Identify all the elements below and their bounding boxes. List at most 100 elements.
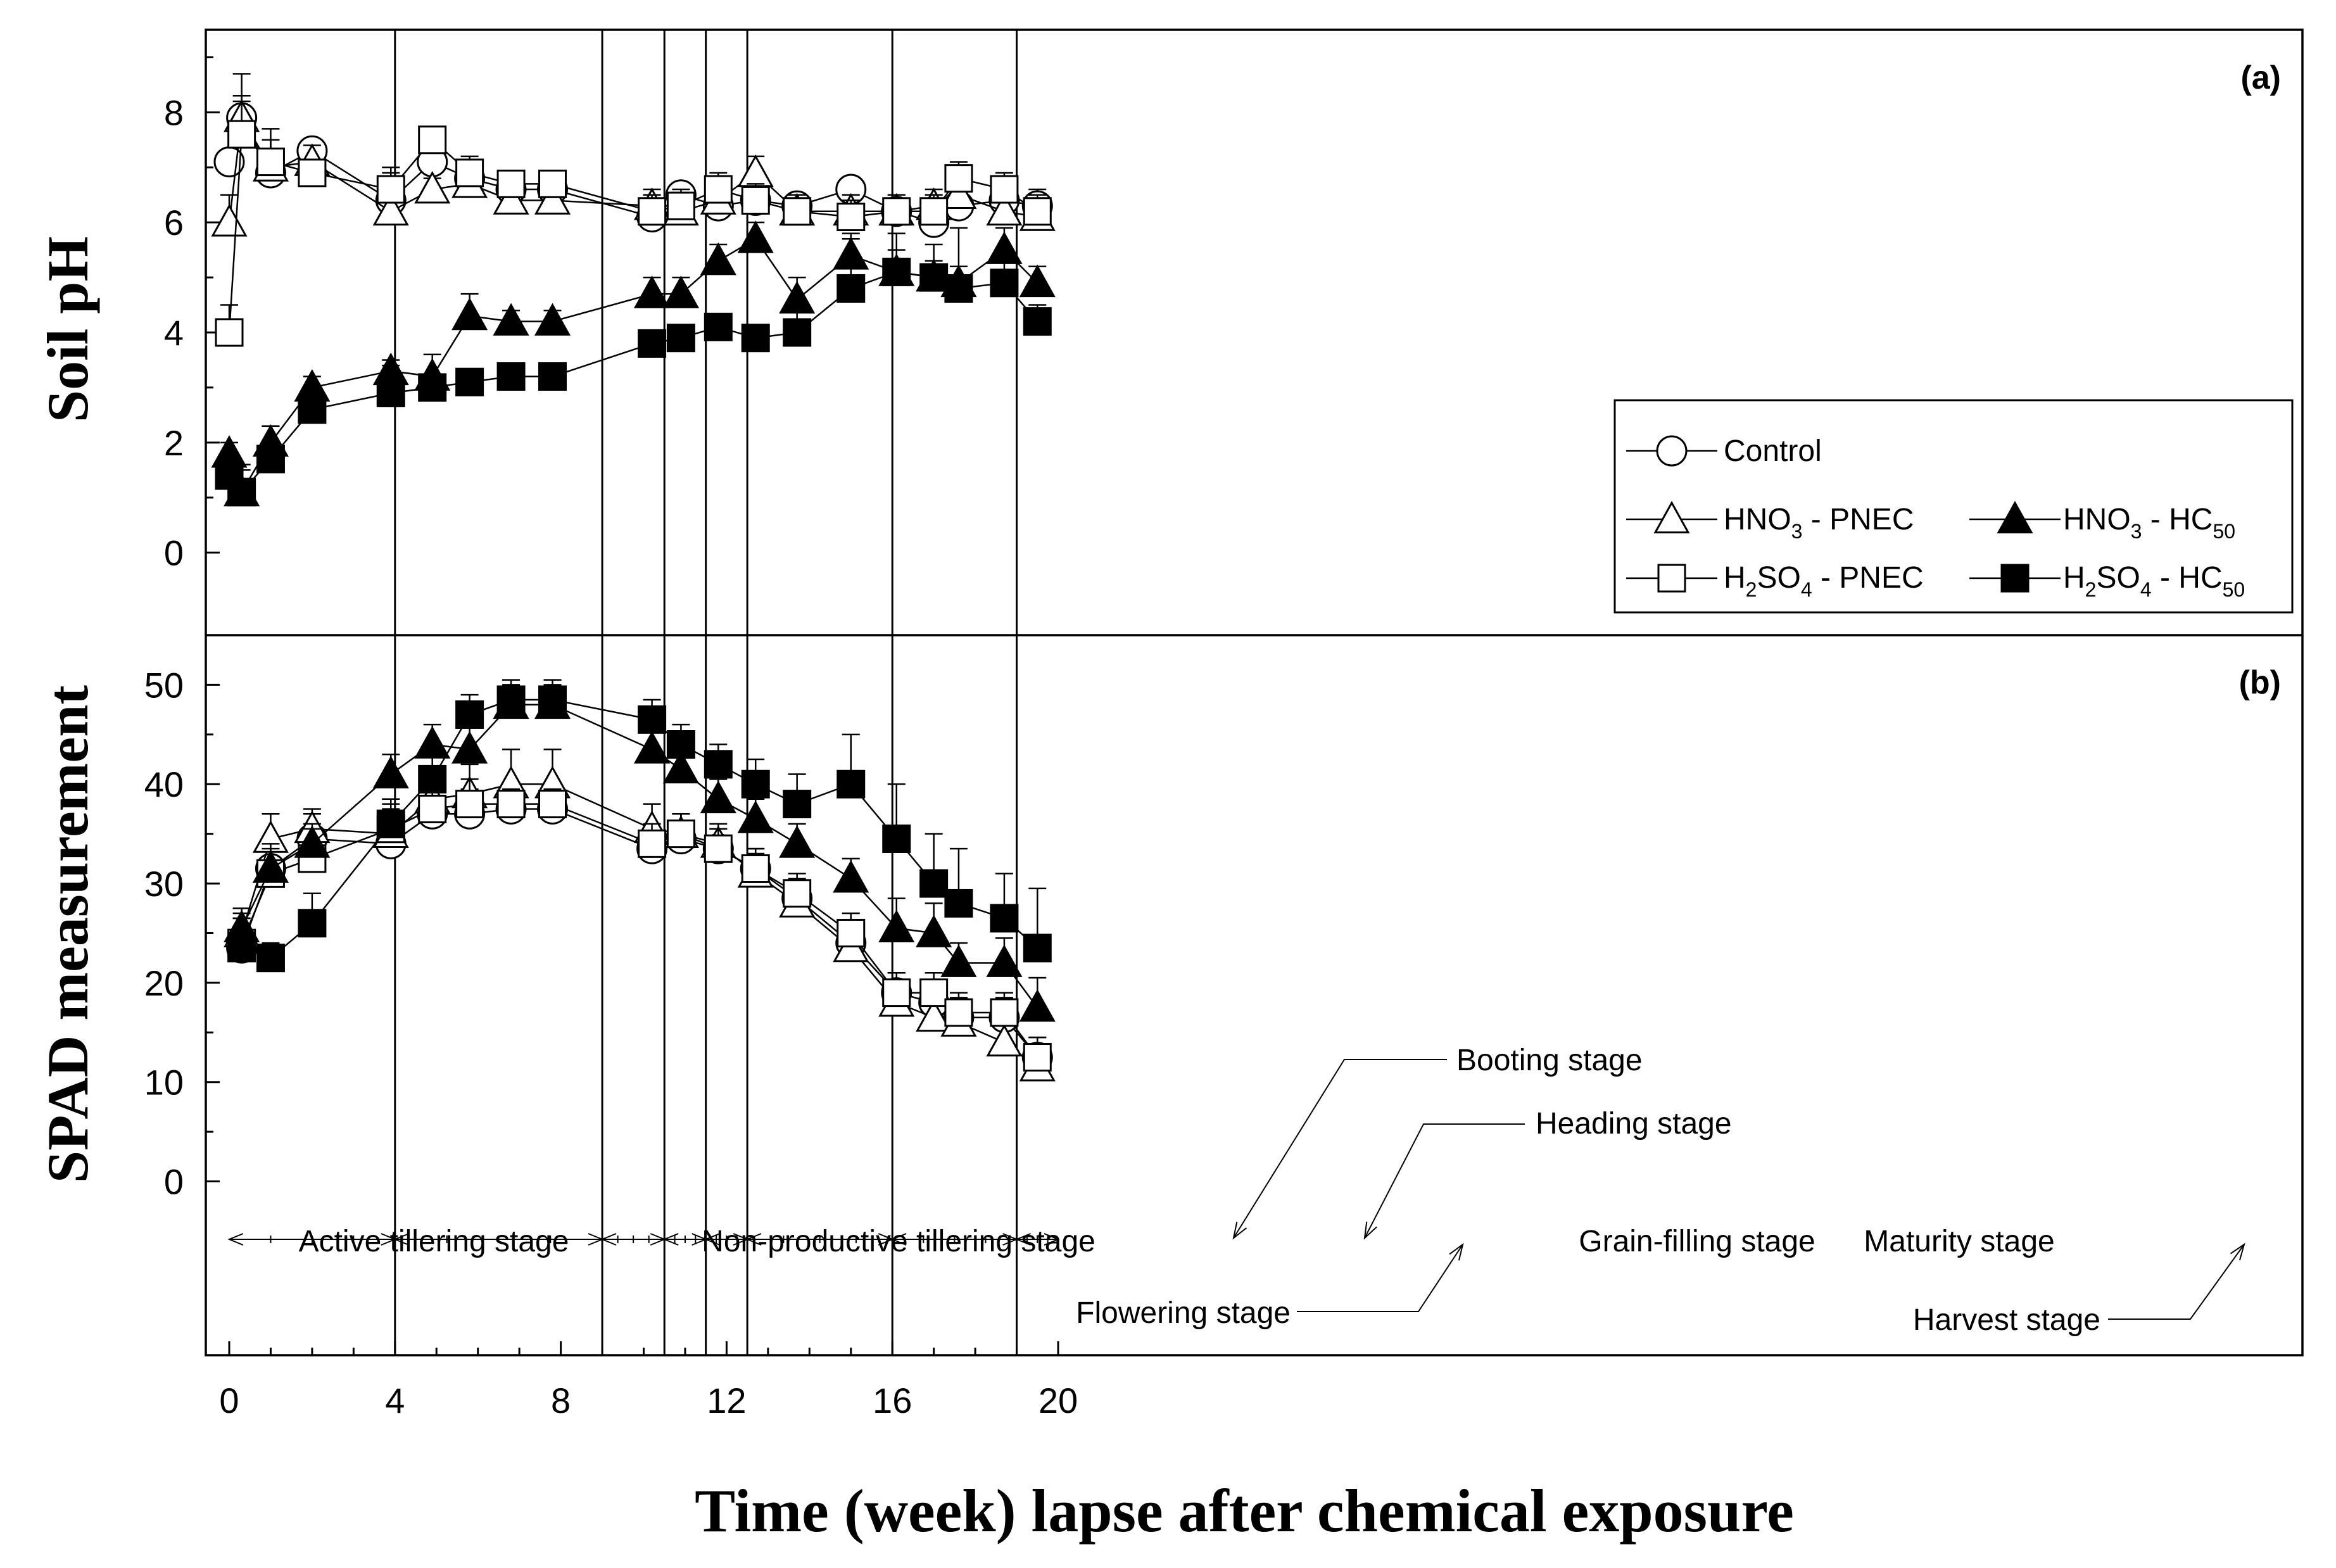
point-a-4-9 [638, 329, 667, 358]
point-b-2-6 [496, 790, 526, 819]
point-a-4-3 [298, 395, 327, 424]
stage-arrow-head-left-7 [1014, 1233, 1031, 1246]
point-b-3-10 [700, 780, 736, 814]
legend-label-h2so4-hc50: H2SO4 - HC50 [2063, 561, 2245, 601]
point-a-1-7 [493, 182, 529, 215]
stage-arrow-head-left-1 [393, 1233, 410, 1246]
stage-label-heading: Heading stage [1536, 1107, 1732, 1141]
series-line-a-3 [228, 237, 1039, 495]
series-line-a-4 [229, 271, 1039, 494]
point-b-2-14 [882, 978, 911, 1008]
point-a-2-5 [418, 125, 447, 155]
point-a-1-8 [534, 182, 571, 215]
point-b-4-1 [256, 944, 285, 973]
point-b-4-4 [418, 764, 447, 793]
stage-arrow-head-left-0 [227, 1233, 244, 1246]
point-a-2-8 [538, 169, 567, 198]
point-b-3-9 [662, 750, 699, 784]
legend-h2so4-pnec-sub2: 4 [1801, 578, 1812, 601]
point-b-4-0 [227, 933, 256, 963]
point-a-4-16 [919, 263, 949, 292]
legend-h2so4-pnec-pre: H [1724, 561, 1746, 595]
point-b-4-2 [298, 909, 327, 938]
point-a-2-3 [298, 158, 327, 187]
point-a-4-13 [783, 318, 812, 347]
point-a-2-18 [990, 175, 1019, 204]
point-b-4-8 [638, 705, 667, 734]
point-b-2-12 [783, 879, 812, 908]
series-layer [211, 73, 1056, 1082]
point-b-4-11 [741, 769, 770, 799]
y-tick-label-a-8: 8 [164, 92, 184, 132]
legend-hno3-hc50-sub: 3 [2131, 520, 2142, 543]
series-line-b-4 [241, 699, 1039, 959]
stage-arrow-head-left-6 [890, 1233, 907, 1246]
legend-h2so4-hc50-sub: 2 [2085, 578, 2097, 601]
point-a-4-18 [990, 269, 1019, 298]
point-b-4-17 [990, 904, 1019, 933]
legend-h2so4-hc50-pre: H [2063, 561, 2085, 595]
legend-marker-control [1656, 435, 1688, 467]
y-tick-label-b-30: 30 [144, 864, 184, 904]
stage-label-harvest: Harvest stage [1913, 1303, 2100, 1337]
point-b-4-15 [919, 869, 949, 898]
legend-label-hno3-pnec: HNO3 - PNEC [1724, 503, 1914, 543]
point-a-1-4 [372, 193, 409, 226]
series-line-a-2 [228, 132, 1038, 333]
point-a-4-4 [376, 379, 405, 408]
x-tick-label-16: 16 [873, 1381, 912, 1420]
y-tick-label-a-4: 4 [164, 313, 184, 353]
x-tick-label-12: 12 [707, 1381, 746, 1420]
point-b-3-2 [294, 825, 331, 858]
legend-h2so4-pnec-sub: 2 [1746, 578, 1757, 601]
point-a-2-0 [215, 318, 244, 347]
point-b-3-1 [252, 850, 289, 883]
harvest-leader [2108, 1244, 2245, 1320]
point-a-4-11 [704, 312, 733, 341]
point-b-4-6 [496, 685, 526, 714]
x-axis-label: Time (week) lapse after chemical exposur… [695, 1477, 1794, 1545]
point-a-1-12 [737, 154, 774, 187]
stage-label-active-tillering: Active tillering stage [299, 1225, 569, 1258]
point-b-1-17 [986, 1023, 1023, 1057]
point-a-1-18 [986, 193, 1023, 226]
point-a-3-12 [737, 220, 774, 253]
stage-annotations: Active tillering stage Non-productive ti… [299, 1044, 2100, 1337]
point-a-3-19 [1019, 264, 1056, 298]
legend-label-hno3-hc50: HNO3 - HC50 [2063, 503, 2235, 543]
point-a-4-14 [837, 274, 866, 303]
point-a-2-16 [919, 197, 949, 226]
legend-hno3-pnec-rest: - PNEC [1802, 503, 1914, 536]
point-a-4-7 [496, 362, 526, 391]
stage-label-booting: Booting stage [1456, 1044, 1643, 1077]
legend-marker-hno3-hc50 [1997, 500, 2033, 534]
flowering-leader [1297, 1244, 1463, 1312]
point-a-2-10 [666, 191, 695, 220]
flowering-leader-head [1449, 1242, 1464, 1261]
point-b-2-5 [455, 790, 484, 819]
heading-leader-head [1363, 1222, 1377, 1240]
legend-h2so4-hc50-rest: - HC [2152, 561, 2223, 595]
y-tick-label-b-20: 20 [144, 963, 184, 1003]
y-axis-label-a: Soil pH [35, 236, 100, 422]
point-b-2-17 [990, 998, 1019, 1027]
point-b-2-4 [418, 794, 447, 823]
point-b-4-16 [944, 888, 973, 918]
point-a-3-7 [493, 303, 529, 336]
y-axis-label-b: SPAD measurement [35, 685, 100, 1183]
legend-label-control: Control [1724, 434, 1822, 468]
point-a-2-15 [882, 197, 911, 226]
stage-label-maturity: Maturity stage [1864, 1225, 2054, 1258]
legend-marker-hno3-pnec [1653, 500, 1690, 534]
stage-arrow-head-left-3 [662, 1233, 679, 1246]
legend-box [1613, 399, 2294, 614]
booting-leader-head [1232, 1222, 1247, 1240]
point-a-3-11 [700, 242, 736, 275]
series-b-4 [227, 679, 1052, 973]
point-b-3-18 [1019, 989, 1056, 1022]
point-b-2-16 [944, 998, 973, 1027]
y-tick-label-a-0: 0 [164, 533, 184, 573]
point-b-3-8 [634, 731, 671, 764]
point-a-3-6 [451, 297, 488, 331]
point-a-2-6 [455, 158, 484, 187]
